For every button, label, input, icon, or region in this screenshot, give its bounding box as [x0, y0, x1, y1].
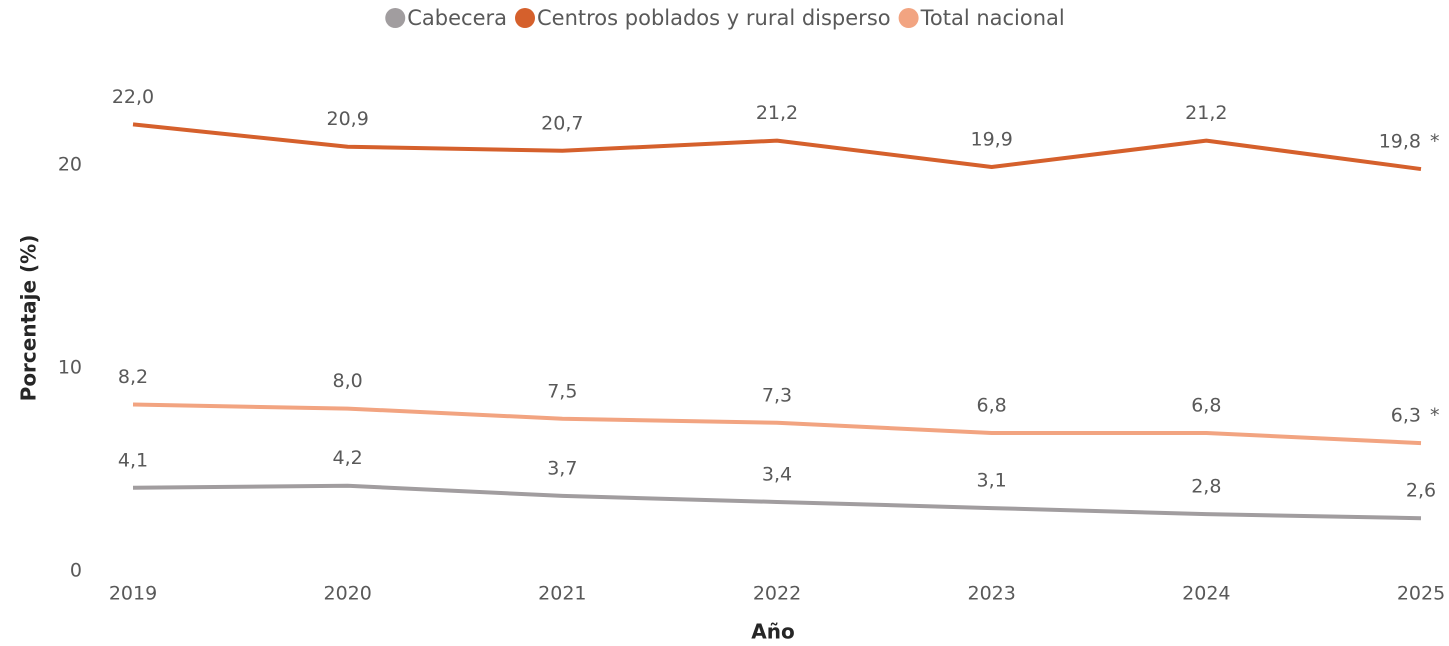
- y-axis-title: Porcentaje (%): [17, 235, 41, 402]
- x-axis-title: Año: [751, 620, 794, 644]
- x-tick-label: 2024: [1182, 583, 1230, 605]
- data-label: 4,2: [333, 447, 363, 469]
- x-tick-label: 2020: [323, 583, 371, 605]
- y-tick-label: 0: [70, 560, 82, 582]
- data-label: 8,0: [333, 370, 363, 392]
- line: [132, 402, 1422, 446]
- data-label: 21,2: [1185, 102, 1227, 124]
- data-label: 6,3: [1391, 405, 1421, 427]
- legend-marker: [898, 8, 919, 28]
- data-label: 7,5: [547, 380, 577, 402]
- legend-marker: [515, 8, 535, 28]
- data-label: 6,8: [1191, 394, 1221, 416]
- annotation: *: [1430, 131, 1440, 153]
- x-tick-label: 2021: [538, 583, 586, 605]
- line: [132, 122, 1422, 172]
- y-tick-label: 10: [58, 357, 82, 379]
- data-label: 3,4: [762, 463, 792, 485]
- x-tick-label: 2023: [967, 583, 1015, 605]
- data-label: 3,1: [977, 470, 1007, 492]
- data-label: 8,2: [118, 366, 148, 388]
- data-label: 2,8: [1191, 476, 1221, 498]
- data-label: 22,0: [112, 86, 154, 108]
- x-tick-label: 2025: [1397, 583, 1445, 605]
- data-label: 19,8: [1379, 131, 1421, 153]
- data-label: 2,6: [1406, 480, 1436, 502]
- y-tick-label: 20: [58, 154, 82, 176]
- legend-text: Centros poblados y rural disperso: [537, 6, 891, 30]
- line: [132, 483, 1422, 521]
- data-label: 21,2: [756, 102, 798, 124]
- data-label: 7,3: [762, 384, 792, 406]
- data-label: 3,7: [547, 457, 577, 479]
- data-label: 6,8: [977, 394, 1007, 416]
- x-tick-label: 2019: [109, 583, 157, 605]
- annotation: *: [1430, 405, 1440, 427]
- data-label: 20,7: [541, 112, 583, 134]
- legend-marker: [385, 8, 406, 28]
- data-label: 4,1: [118, 449, 148, 471]
- data-label: 20,9: [327, 108, 369, 130]
- legend-text: Total nacional: [920, 6, 1065, 30]
- x-tick-label: 2022: [753, 583, 801, 605]
- data-label: 19,9: [971, 129, 1013, 151]
- legend-text: Cabecera: [407, 6, 507, 30]
